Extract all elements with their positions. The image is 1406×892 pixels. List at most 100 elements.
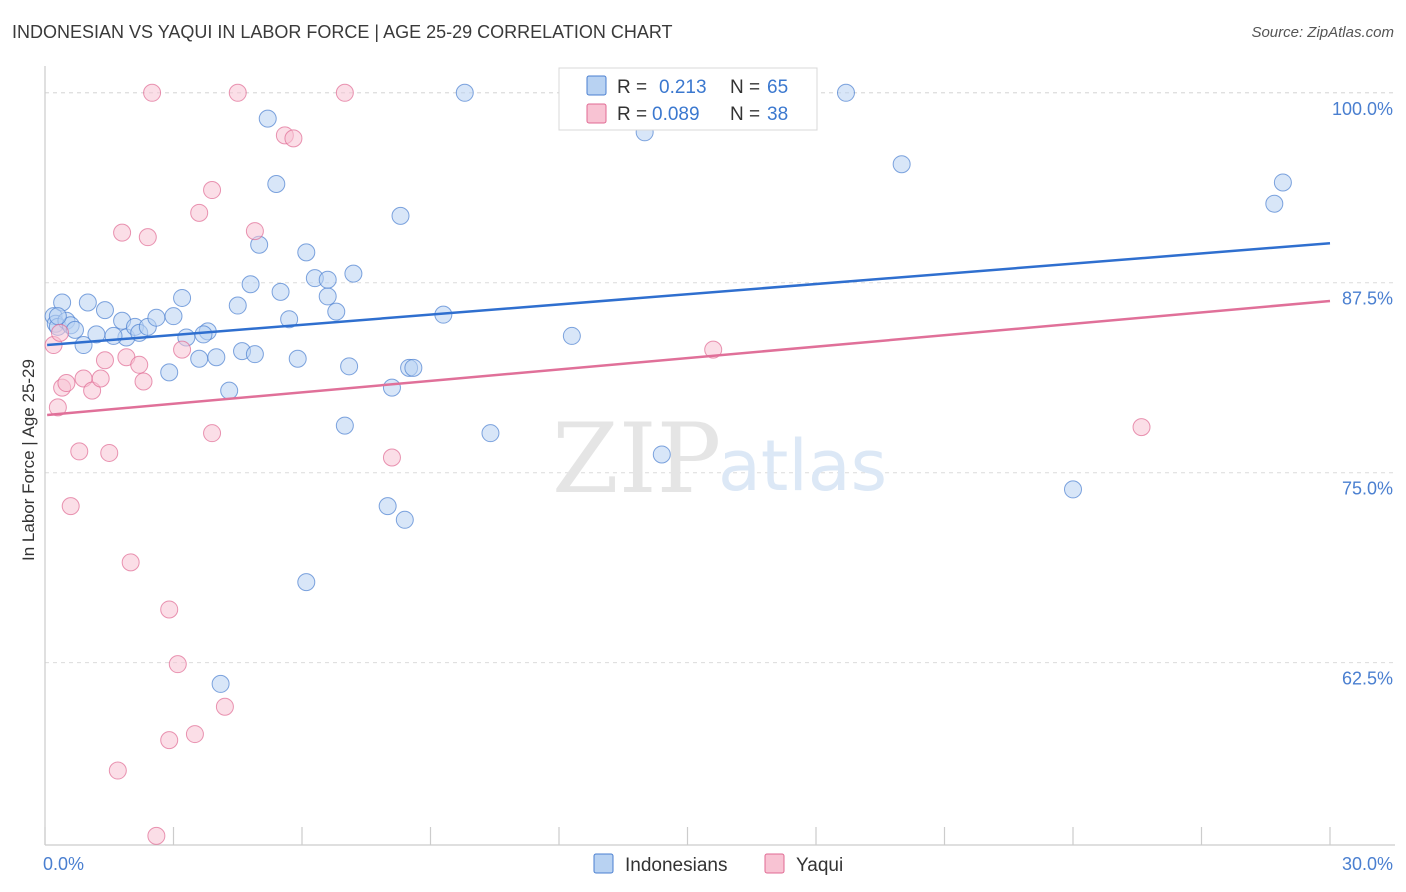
point-yaqui-23 [190,203,209,222]
point-yaqui-36 [185,725,204,744]
point-indonesians-60 [1064,480,1082,499]
point-indonesians-20 [173,288,192,307]
point-yaqui-3 [57,374,76,393]
y-tick-label-1: 87.5% [1342,289,1393,309]
point-indonesians-49 [395,510,414,529]
point-indonesians-58 [836,83,855,102]
x-tick-labels: 0.0% 30.0% [43,854,1393,874]
point-yaqui-30 [284,129,303,148]
point-indonesians-6 [65,320,84,339]
legend-r-label-1: R = [617,104,647,125]
point-indonesians-18 [160,363,179,382]
point-indonesians-33 [267,174,286,193]
point-yaqui-13 [121,553,140,572]
point-yaqui-25 [203,424,222,443]
point-indonesians-53 [455,83,474,102]
point-indonesians-35 [280,310,299,329]
point-indonesians-36 [288,349,307,368]
point-yaqui-20 [160,731,179,750]
point-indonesians-54 [481,424,500,443]
point-yaqui-19 [160,600,179,619]
watermark-zip: ZIP [552,403,721,515]
point-indonesians-62 [1273,173,1292,192]
watermark: ZIP atlas [552,403,887,515]
series-legend: Indonesians Yaqui [593,853,843,876]
point-yaqui-15 [134,372,153,391]
point-indonesians-57 [652,445,671,464]
legend-r-label-0: R = [617,77,647,98]
trend-lines [47,241,1331,417]
point-indonesians-37 [297,243,316,262]
stats-legend: R = 0.213 N = 65 R = 0.089 N = 38 [558,67,818,131]
point-yaqui-17 [143,83,162,102]
point-indonesians-8 [78,293,97,312]
legend-swatch-yaqui-bottom [764,853,785,874]
point-indonesians-29 [241,275,260,294]
point-indonesians-34 [271,282,290,301]
point-yaqui-5 [70,442,89,461]
point-indonesians-44 [340,357,359,376]
point-indonesians-47 [382,378,401,397]
point-yaqui-18 [147,826,166,845]
point-indonesians-22 [190,349,209,368]
point-yaqui-35 [108,761,127,780]
y-tick-label-2: 75.0% [1342,479,1393,499]
data-points [44,83,1292,845]
point-yaqui-4 [61,497,80,516]
point-yaqui-16 [138,228,157,247]
point-indonesians-17 [147,308,166,327]
point-yaqui-14 [130,355,149,374]
point-indonesians-27 [228,296,247,315]
grid-lines [45,92,1395,664]
point-indonesians-13 [104,326,123,345]
x-tick-label-1: 30.0% [1342,854,1393,874]
point-yaqui-10 [100,443,119,462]
point-indonesians-19 [164,307,183,326]
point-indonesians-24 [194,325,213,344]
point-yaqui-26 [215,697,234,716]
point-indonesians-38 [297,573,316,592]
point-indonesians-42 [327,302,346,321]
point-indonesians-64 [48,307,67,326]
legend-n-value-1: 38 [767,104,788,125]
point-yaqui-34 [1132,418,1151,437]
point-indonesians-46 [378,497,397,516]
point-yaqui-8 [91,369,110,388]
point-yaqui-32 [382,448,401,467]
point-indonesians-30 [245,345,264,364]
y-tick-label-0: 100.0% [1332,99,1393,119]
point-indonesians-55 [562,326,581,345]
point-yaqui-33 [704,340,723,359]
point-yaqui-22 [173,340,192,359]
axes [44,66,1395,846]
point-indonesians-41 [318,270,337,289]
legend-r-value-1: 0.089 [652,104,700,125]
point-yaqui-24 [203,181,222,200]
point-indonesians-26 [220,381,239,400]
point-yaqui-37 [50,323,69,342]
legend-r-value-0: 0.213 [659,77,707,98]
point-yaqui-1 [48,398,67,417]
point-yaqui-31 [335,83,354,102]
point-indonesians-48 [391,206,410,225]
point-yaqui-9 [95,351,114,370]
legend-label-indonesians: Indonesians [625,855,727,876]
legend-n-label-0: N = [730,77,760,98]
y-tick-labels: 100.0% 87.5% 75.0% 62.5% [1332,99,1393,689]
point-indonesians-43 [335,416,354,435]
point-indonesians-40 [318,287,337,306]
legend-swatch-indonesians [586,75,607,96]
point-yaqui-27 [228,83,247,102]
point-yaqui-28 [245,222,264,241]
point-indonesians-51 [404,358,423,377]
point-yaqui-11 [113,223,132,242]
point-indonesians-45 [344,264,363,283]
y-tick-label-3: 62.5% [1342,669,1393,689]
point-yaqui-7 [83,381,102,400]
legend-swatch-indonesians-bottom [593,853,614,874]
watermark-atlas: atlas [718,425,887,507]
legend-label-yaqui: Yaqui [796,855,843,876]
trend-line-indonesians [47,241,1331,347]
point-indonesians-32 [258,109,277,128]
